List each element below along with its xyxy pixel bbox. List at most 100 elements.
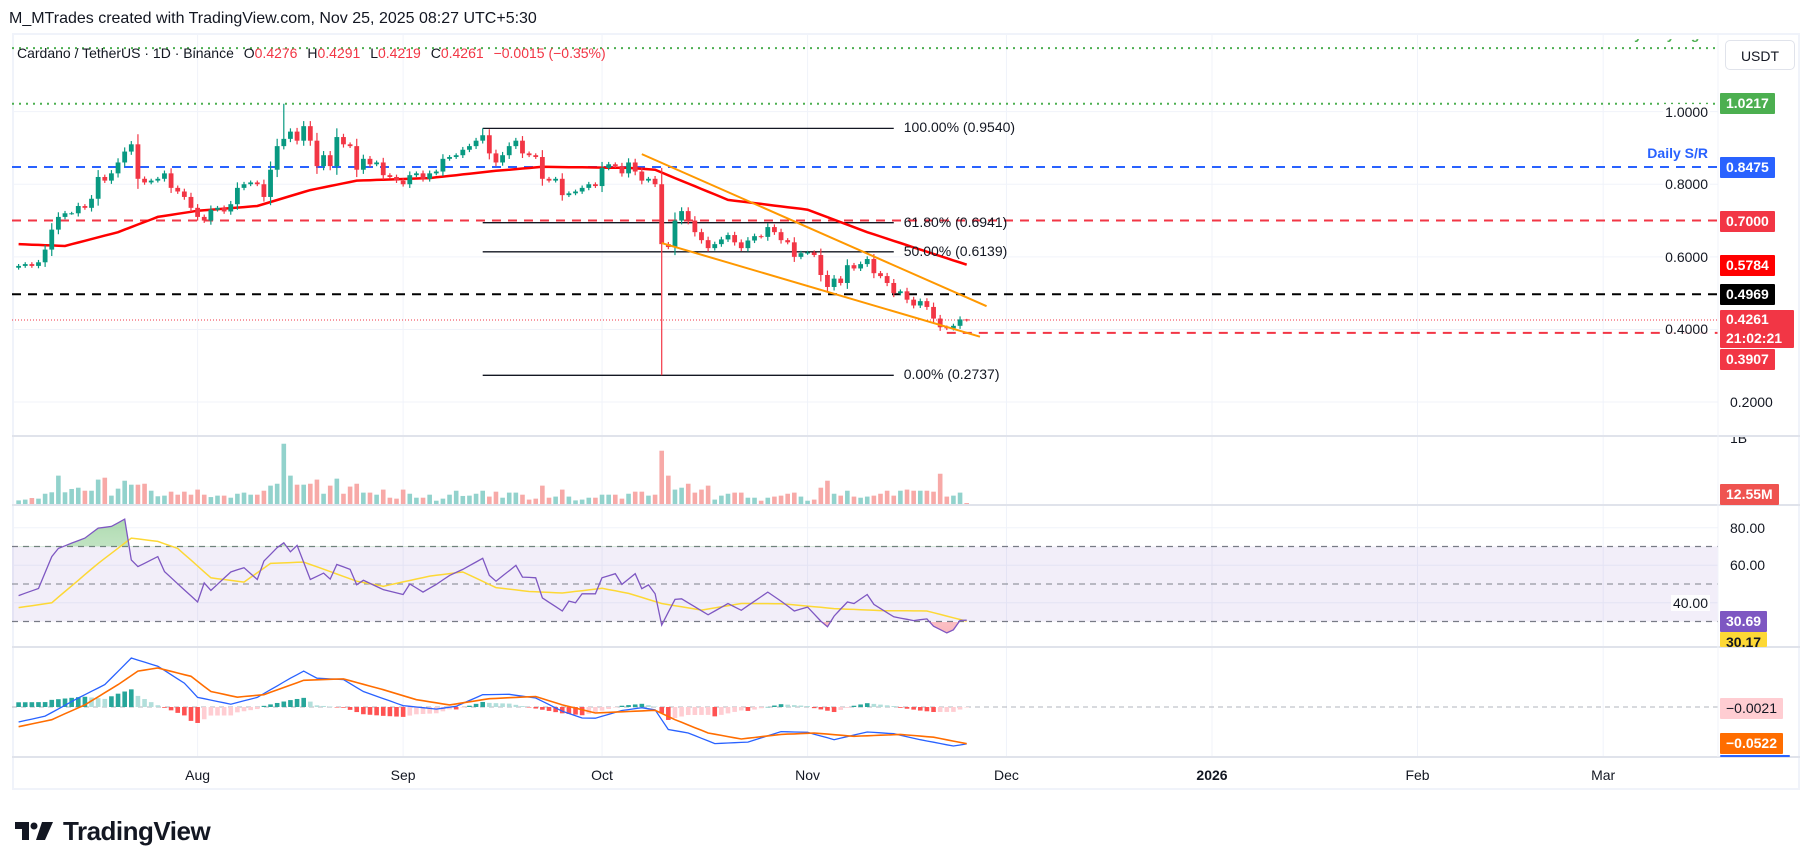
macd-histogram-bar[interactable]: [679, 707, 684, 717]
volume-bar[interactable]: [593, 497, 598, 505]
macd-histogram-bar[interactable]: [845, 707, 850, 708]
macd-histogram-bar[interactable]: [321, 705, 326, 707]
macd-histogram-bar[interactable]: [82, 696, 88, 707]
candle[interactable]: [672, 212, 678, 256]
candle[interactable]: [321, 151, 326, 171]
volume-bar[interactable]: [188, 494, 194, 505]
volume-bar[interactable]: [679, 487, 684, 505]
candle[interactable]: [891, 278, 897, 298]
macd-histogram-bar[interactable]: [785, 704, 790, 707]
candle[interactable]: [155, 176, 161, 183]
candle[interactable]: [22, 262, 28, 268]
candle[interactable]: [586, 181, 592, 191]
candle[interactable]: [778, 228, 784, 244]
volume-bar[interactable]: [387, 497, 393, 505]
macd-histogram-bar[interactable]: [447, 707, 452, 710]
volume-bar[interactable]: [898, 490, 903, 505]
candle[interactable]: [738, 239, 744, 252]
candle[interactable]: [626, 158, 631, 178]
candle[interactable]: [168, 168, 174, 193]
candle[interactable]: [274, 138, 280, 178]
volume-bar[interactable]: [632, 491, 638, 505]
candle[interactable]: [380, 157, 386, 180]
macd-histogram-bar[interactable]: [148, 702, 154, 707]
macd-histogram-bar[interactable]: [49, 699, 55, 707]
candle[interactable]: [36, 259, 41, 269]
macd-histogram-bar[interactable]: [75, 697, 81, 707]
volume-bar[interactable]: [467, 495, 472, 505]
candle[interactable]: [228, 200, 234, 215]
candle[interactable]: [579, 185, 585, 194]
candle[interactable]: [268, 161, 273, 206]
candle[interactable]: [195, 204, 201, 221]
macd-histogram-bar[interactable]: [380, 707, 386, 716]
candle[interactable]: [831, 275, 837, 291]
candle[interactable]: [69, 211, 75, 215]
macd-histogram-bar[interactable]: [699, 707, 704, 715]
macd-histogram-bar[interactable]: [732, 707, 737, 712]
volume-bar[interactable]: [878, 493, 883, 505]
candle[interactable]: [818, 248, 824, 282]
volume-bar[interactable]: [911, 490, 916, 505]
candle[interactable]: [692, 216, 698, 237]
macd-histogram-bar[interactable]: [254, 707, 260, 710]
macd-histogram-bar[interactable]: [261, 705, 267, 707]
candle[interactable]: [825, 270, 830, 292]
macd-histogram-bar[interactable]: [102, 698, 108, 707]
macd-histogram-bar[interactable]: [175, 707, 181, 713]
volume-bar[interactable]: [851, 496, 857, 505]
macd-histogram-bar[interactable]: [924, 707, 930, 712]
candle[interactable]: [89, 195, 94, 212]
candle[interactable]: [427, 170, 433, 182]
candle[interactable]: [261, 179, 267, 202]
volume-bar[interactable]: [62, 492, 68, 505]
volume-bar[interactable]: [155, 496, 161, 505]
volume-bar[interactable]: [56, 475, 61, 505]
candle[interactable]: [314, 132, 320, 174]
macd-histogram-bar[interactable]: [334, 707, 340, 708]
volume-bar[interactable]: [573, 500, 578, 505]
candle[interactable]: [420, 170, 426, 182]
candle[interactable]: [334, 128, 340, 175]
volume-bar[interactable]: [937, 473, 943, 505]
candle[interactable]: [612, 162, 618, 168]
candle[interactable]: [911, 296, 917, 309]
macd-histogram-bar[interactable]: [911, 707, 916, 710]
macd-histogram-bar[interactable]: [135, 695, 141, 707]
volume-bar[interactable]: [334, 478, 340, 505]
volume-bar[interactable]: [142, 483, 147, 505]
candle[interactable]: [109, 170, 114, 184]
volume-bar[interactable]: [884, 490, 890, 505]
macd-histogram-bar[interactable]: [752, 707, 757, 710]
volume-bar[interactable]: [281, 443, 287, 505]
macd-histogram-bar[interactable]: [540, 707, 545, 710]
volume-bar[interactable]: [115, 488, 121, 505]
candle[interactable]: [367, 156, 373, 168]
volume-bar[interactable]: [626, 493, 631, 505]
volume-bar[interactable]: [69, 488, 74, 505]
volume-bar[interactable]: [268, 485, 273, 505]
volume-bar[interactable]: [95, 479, 101, 505]
volume-bar[interactable]: [182, 491, 187, 505]
macd-histogram-bar[interactable]: [487, 702, 492, 707]
candle[interactable]: [294, 127, 300, 145]
macd-histogram-bar[interactable]: [566, 707, 572, 714]
volume-bar[interactable]: [944, 496, 950, 505]
macd-histogram-bar[interactable]: [546, 707, 552, 711]
candle[interactable]: [493, 149, 499, 167]
volume-bar[interactable]: [917, 490, 923, 505]
volume-bar[interactable]: [235, 493, 240, 505]
candle[interactable]: [851, 262, 857, 271]
macd-histogram-bar[interactable]: [414, 707, 419, 715]
macd-histogram-bar[interactable]: [705, 707, 711, 715]
volume-bar[interactable]: [314, 479, 320, 505]
candle[interactable]: [559, 173, 565, 201]
macd-histogram-bar[interactable]: [182, 707, 187, 716]
candle[interactable]: [897, 289, 903, 296]
volume-bar[interactable]: [520, 494, 525, 505]
candle[interactable]: [55, 212, 61, 235]
volume-bar[interactable]: [407, 493, 413, 505]
candle[interactable]: [347, 142, 353, 149]
candle[interactable]: [652, 175, 658, 188]
